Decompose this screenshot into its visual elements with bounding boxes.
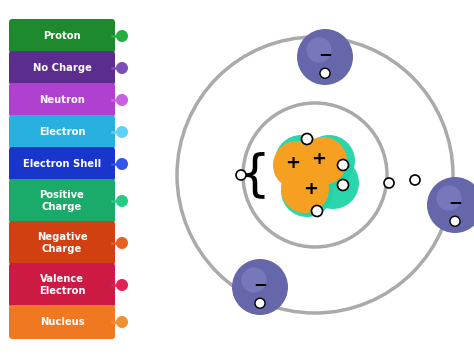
Text: +: + [311, 150, 327, 168]
FancyBboxPatch shape [9, 221, 115, 265]
Text: Negative
Charge: Negative Charge [36, 232, 87, 254]
Circle shape [410, 175, 420, 185]
Text: −: − [253, 275, 267, 293]
FancyBboxPatch shape [9, 115, 115, 149]
Circle shape [311, 206, 322, 217]
Text: +: + [303, 180, 319, 198]
Circle shape [307, 157, 359, 209]
FancyBboxPatch shape [9, 51, 115, 85]
Circle shape [384, 178, 394, 188]
FancyBboxPatch shape [9, 305, 115, 339]
Text: {: { [239, 151, 271, 199]
Circle shape [306, 37, 332, 62]
Circle shape [116, 316, 128, 328]
Circle shape [241, 267, 266, 293]
Circle shape [116, 158, 128, 170]
FancyBboxPatch shape [9, 147, 115, 181]
FancyBboxPatch shape [9, 83, 115, 117]
Circle shape [116, 279, 128, 291]
Circle shape [116, 126, 128, 138]
Circle shape [116, 237, 128, 249]
Circle shape [437, 185, 462, 211]
Circle shape [450, 216, 460, 226]
FancyBboxPatch shape [9, 263, 115, 307]
Circle shape [255, 298, 265, 308]
Circle shape [236, 170, 246, 180]
Text: Proton: Proton [43, 31, 81, 41]
Circle shape [116, 62, 128, 74]
Circle shape [299, 137, 347, 185]
Text: No Charge: No Charge [33, 63, 91, 73]
Circle shape [116, 30, 128, 42]
FancyBboxPatch shape [9, 179, 115, 223]
Text: −: − [448, 193, 462, 211]
Text: Valence
Electron: Valence Electron [39, 274, 85, 296]
Text: Neutron: Neutron [39, 95, 85, 105]
Circle shape [116, 94, 128, 106]
Text: +: + [285, 154, 301, 172]
Circle shape [297, 29, 353, 85]
Text: Positive
Charge: Positive Charge [39, 190, 84, 212]
Circle shape [427, 177, 474, 233]
Circle shape [232, 259, 288, 315]
Circle shape [301, 133, 312, 144]
Circle shape [281, 165, 329, 213]
Circle shape [337, 159, 348, 170]
Circle shape [320, 68, 330, 78]
Circle shape [273, 141, 321, 189]
Circle shape [281, 165, 333, 217]
Circle shape [303, 135, 355, 187]
Text: Nucleus: Nucleus [40, 317, 84, 327]
Circle shape [275, 135, 327, 187]
FancyBboxPatch shape [9, 19, 115, 53]
Circle shape [337, 180, 348, 191]
Text: Electron Shell: Electron Shell [23, 159, 101, 169]
Circle shape [116, 195, 128, 207]
Text: −: − [318, 45, 332, 63]
Text: Electron: Electron [39, 127, 85, 137]
